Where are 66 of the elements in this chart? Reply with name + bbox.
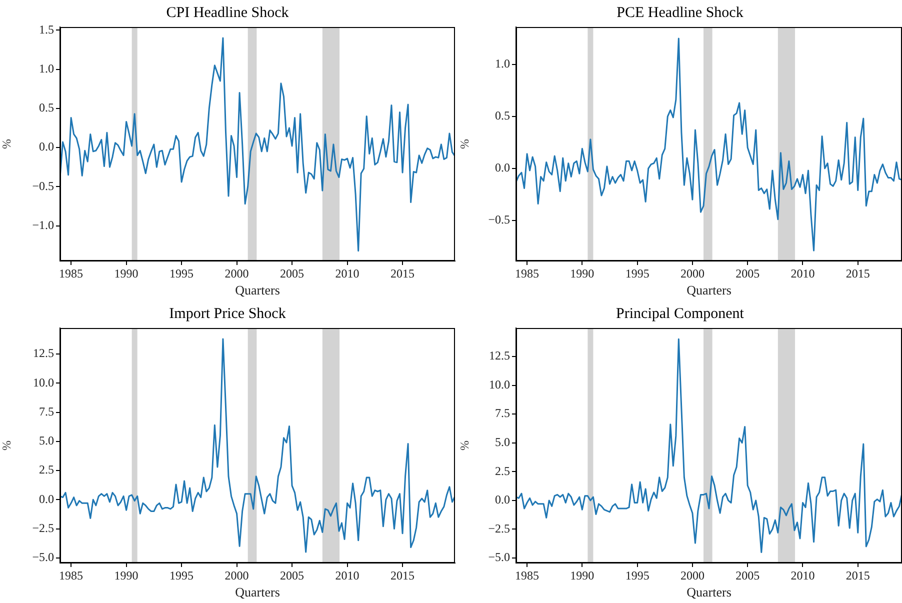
y-tick-label: 0.0 [495,492,510,507]
y-tick-label: 1.0 [495,56,510,71]
y-tick-label: 0.0 [39,492,54,506]
y-tick-label: 12.5 [489,348,510,363]
x-tick-label: 1995 [625,266,650,280]
x-tick-label: 2010 [790,568,815,582]
y-tick-label: −5.0 [32,550,54,564]
x-tick-label: 2005 [280,568,304,582]
x-tick-label: 2010 [790,266,815,280]
x-tick-label: 2000 [680,266,704,280]
y-tick-label: 0.0 [39,140,54,154]
chart-title: Principal Component [616,306,745,322]
y-tick-label: −0.5 [488,212,510,227]
y-axis-title: % [0,139,14,149]
y-tick-label: 0.0 [495,160,510,175]
y-tick-label: 2.5 [39,462,54,477]
x-tick-label: 2000 [224,568,249,582]
x-tick-label: 2015 [846,266,870,280]
x-axis-title: Quarters [686,282,732,298]
y-tick-label: −1.0 [32,218,54,232]
y-tick-label: 1.5 [39,22,54,36]
y-tick-label: 2.5 [495,464,510,478]
y-axis-title: % [457,139,472,149]
y-tick-label: 0.5 [495,108,510,123]
y-tick-label: 10.0 [489,377,510,392]
chart-title: PCE Headline Shock [616,4,744,21]
y-tick-label: 5.0 [39,434,54,448]
x-axis-title: Quarters [235,584,280,600]
x-tick-label: 2010 [335,568,360,582]
x-tick-label: 2005 [736,266,760,280]
x-tick-label: 1995 [625,568,650,582]
x-tick-label: 1985 [515,266,540,280]
x-axis-title: Quarters [235,282,280,298]
y-tick-label: 1.0 [39,61,54,76]
y-tick-label: 12.5 [33,346,54,360]
x-tick-label: 2005 [280,266,304,280]
x-axis-title: Quarters [686,584,732,600]
x-tick-label: 2000 [224,266,249,280]
y-tick-label: −0.5 [32,178,54,193]
x-tick-label: 1995 [170,568,194,582]
x-tick-label: 1985 [515,568,540,582]
x-tick-label: 2005 [736,568,760,582]
x-tick-label: 1985 [59,568,84,582]
x-tick-label: 2015 [390,568,415,582]
y-tick-label: 10.0 [33,375,54,390]
y-tick-label: 5.0 [495,435,510,450]
y-tick-label: 7.5 [495,406,510,420]
x-tick-label: 2015 [846,568,870,582]
x-tick-label: 1990 [114,266,138,280]
x-tick-label: 1990 [570,266,594,280]
y-axis-title: % [0,440,14,450]
y-axis-title: % [457,440,472,450]
y-tick-label: −2.5 [32,520,54,535]
y-tick-label: −5.0 [488,550,510,564]
y-tick-label: 7.5 [39,404,54,418]
x-tick-label: 1995 [170,266,194,280]
chart-title: CPI Headline Shock [166,4,290,21]
x-tick-label: 1990 [570,568,594,582]
x-tick-label: 2015 [390,266,415,280]
x-tick-label: 2010 [335,266,360,280]
x-tick-label: 2000 [680,568,704,582]
y-tick-label: −2.5 [488,521,510,536]
chart-title: Import Price Shock [169,306,286,322]
y-tick-label: 0.5 [39,100,54,115]
x-tick-label: 1990 [114,568,138,582]
x-tick-label: 1985 [59,266,84,280]
